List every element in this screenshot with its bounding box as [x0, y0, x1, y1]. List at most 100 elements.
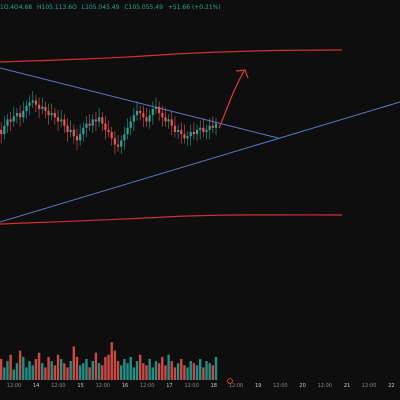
- candle-body: [0, 129, 3, 135]
- candle-body: [145, 117, 148, 122]
- candle-body: [180, 129, 183, 135]
- candle-body: [186, 136, 189, 139]
- volume-bar: [97, 363, 101, 380]
- candle-body: [211, 125, 214, 128]
- current-time-marker: [227, 378, 233, 384]
- volume-bar: [164, 365, 167, 380]
- projection-arrowhead: [235, 69, 249, 79]
- candle-body: [192, 132, 195, 135]
- candle-body: [56, 117, 60, 122]
- volume-bar: [142, 363, 145, 380]
- x-axis-ticks: 12:00 14 12:00 15 12:00 16 12:00 17 12:00 18 12:00…: [7, 383, 395, 389]
- volume-bar: [123, 359, 126, 380]
- candle-body: [91, 119, 94, 126]
- x-tick-label: 17: [166, 383, 172, 389]
- time-marker-circle: [227, 378, 233, 384]
- candle-body: [3, 125, 6, 135]
- volume-bar: [91, 361, 94, 380]
- volume-bar: [9, 354, 12, 380]
- high-value: H105.113.6O: [37, 4, 77, 11]
- volume-bar: [211, 365, 215, 380]
- candle-body: [132, 115, 135, 122]
- candle-body: [104, 123, 107, 130]
- volume-bar: [34, 359, 38, 380]
- volume-bar: [69, 361, 72, 380]
- candle-body: [47, 111, 50, 116]
- volume-bar: [37, 352, 41, 380]
- ascending-trendline: [0, 101, 400, 223]
- upper-channel-line: [0, 49, 343, 63]
- volume-bar: [199, 359, 202, 380]
- volume-bar: [138, 354, 142, 380]
- x-tick-label: 22: [388, 383, 394, 389]
- candle-body: [161, 113, 164, 118]
- candle-body: [208, 125, 211, 130]
- volume-bar: [195, 365, 199, 380]
- x-tick-label: 12:00: [229, 383, 243, 389]
- candle-body: [34, 100, 38, 105]
- low-value: L105.045.49: [81, 4, 120, 11]
- projection-arrow: [218, 70, 245, 129]
- x-tick-label: 20: [299, 383, 305, 389]
- volume-bar: [176, 363, 180, 380]
- volume-bar: [53, 365, 57, 380]
- volume-bar: [28, 361, 31, 380]
- candle-body: [167, 119, 170, 122]
- volume-bar: [192, 363, 196, 380]
- open-value: 1O.4O4.68: [0, 4, 33, 11]
- volume-bar: [132, 367, 136, 380]
- descending-trendline: [0, 67, 279, 139]
- lower-channel-line: [0, 214, 343, 225]
- candle-body: [107, 129, 110, 132]
- volume-bar: [202, 367, 205, 380]
- candle-body: [189, 132, 192, 137]
- x-tick-label: 18: [211, 383, 217, 389]
- candle-body: [60, 119, 63, 122]
- volume-bar: [85, 359, 88, 380]
- volume-bar: [151, 367, 155, 380]
- candle-body: [123, 134, 126, 141]
- volume-bar: [0, 359, 3, 380]
- candle-body: [176, 129, 180, 132]
- volume-bar: [120, 365, 123, 380]
- x-tick-label: 12:00: [51, 383, 65, 389]
- candle-body: [154, 106, 158, 109]
- price-header: 1O.4O4.68 H105.113.6O L105.045.49 C105.0…: [0, 4, 224, 11]
- volume-bar: [75, 356, 79, 380]
- candle-body: [82, 127, 85, 135]
- candle-body: [6, 119, 9, 126]
- candle-body: [205, 129, 208, 132]
- close-value: C105.055.49: [124, 4, 163, 11]
- volume-bar: [186, 367, 189, 380]
- volume-bar: [205, 361, 208, 380]
- volume-bar: [154, 361, 158, 380]
- candle-body: [12, 116, 15, 122]
- volume-bar: [113, 350, 117, 380]
- candle-body: [37, 104, 41, 109]
- candle-body: [101, 117, 104, 124]
- candle-body: [31, 100, 34, 103]
- candle-body: [69, 129, 72, 132]
- x-tick-label: 16: [122, 383, 128, 389]
- volume-bar: [208, 363, 211, 380]
- volume-bar: [161, 356, 164, 380]
- volume-bar: [107, 354, 110, 380]
- candle-body: [72, 129, 75, 137]
- x-tick-label: 12:00: [362, 383, 376, 389]
- volume-bar: [170, 361, 173, 380]
- volume-bar: [15, 363, 19, 380]
- candle-body: [44, 106, 47, 111]
- candle-body: [199, 127, 202, 130]
- volume-bar: [12, 369, 15, 380]
- candle-body: [135, 111, 139, 116]
- candle-body: [25, 105, 28, 111]
- candle-body: [202, 127, 205, 132]
- volume-bar: [214, 356, 218, 380]
- volume-bar: [47, 356, 50, 380]
- x-tick-label: 19: [255, 383, 261, 389]
- candle-body: [113, 138, 116, 145]
- candle-body: [15, 113, 19, 117]
- volume-bar: [44, 367, 47, 380]
- volume-bar: [22, 356, 25, 380]
